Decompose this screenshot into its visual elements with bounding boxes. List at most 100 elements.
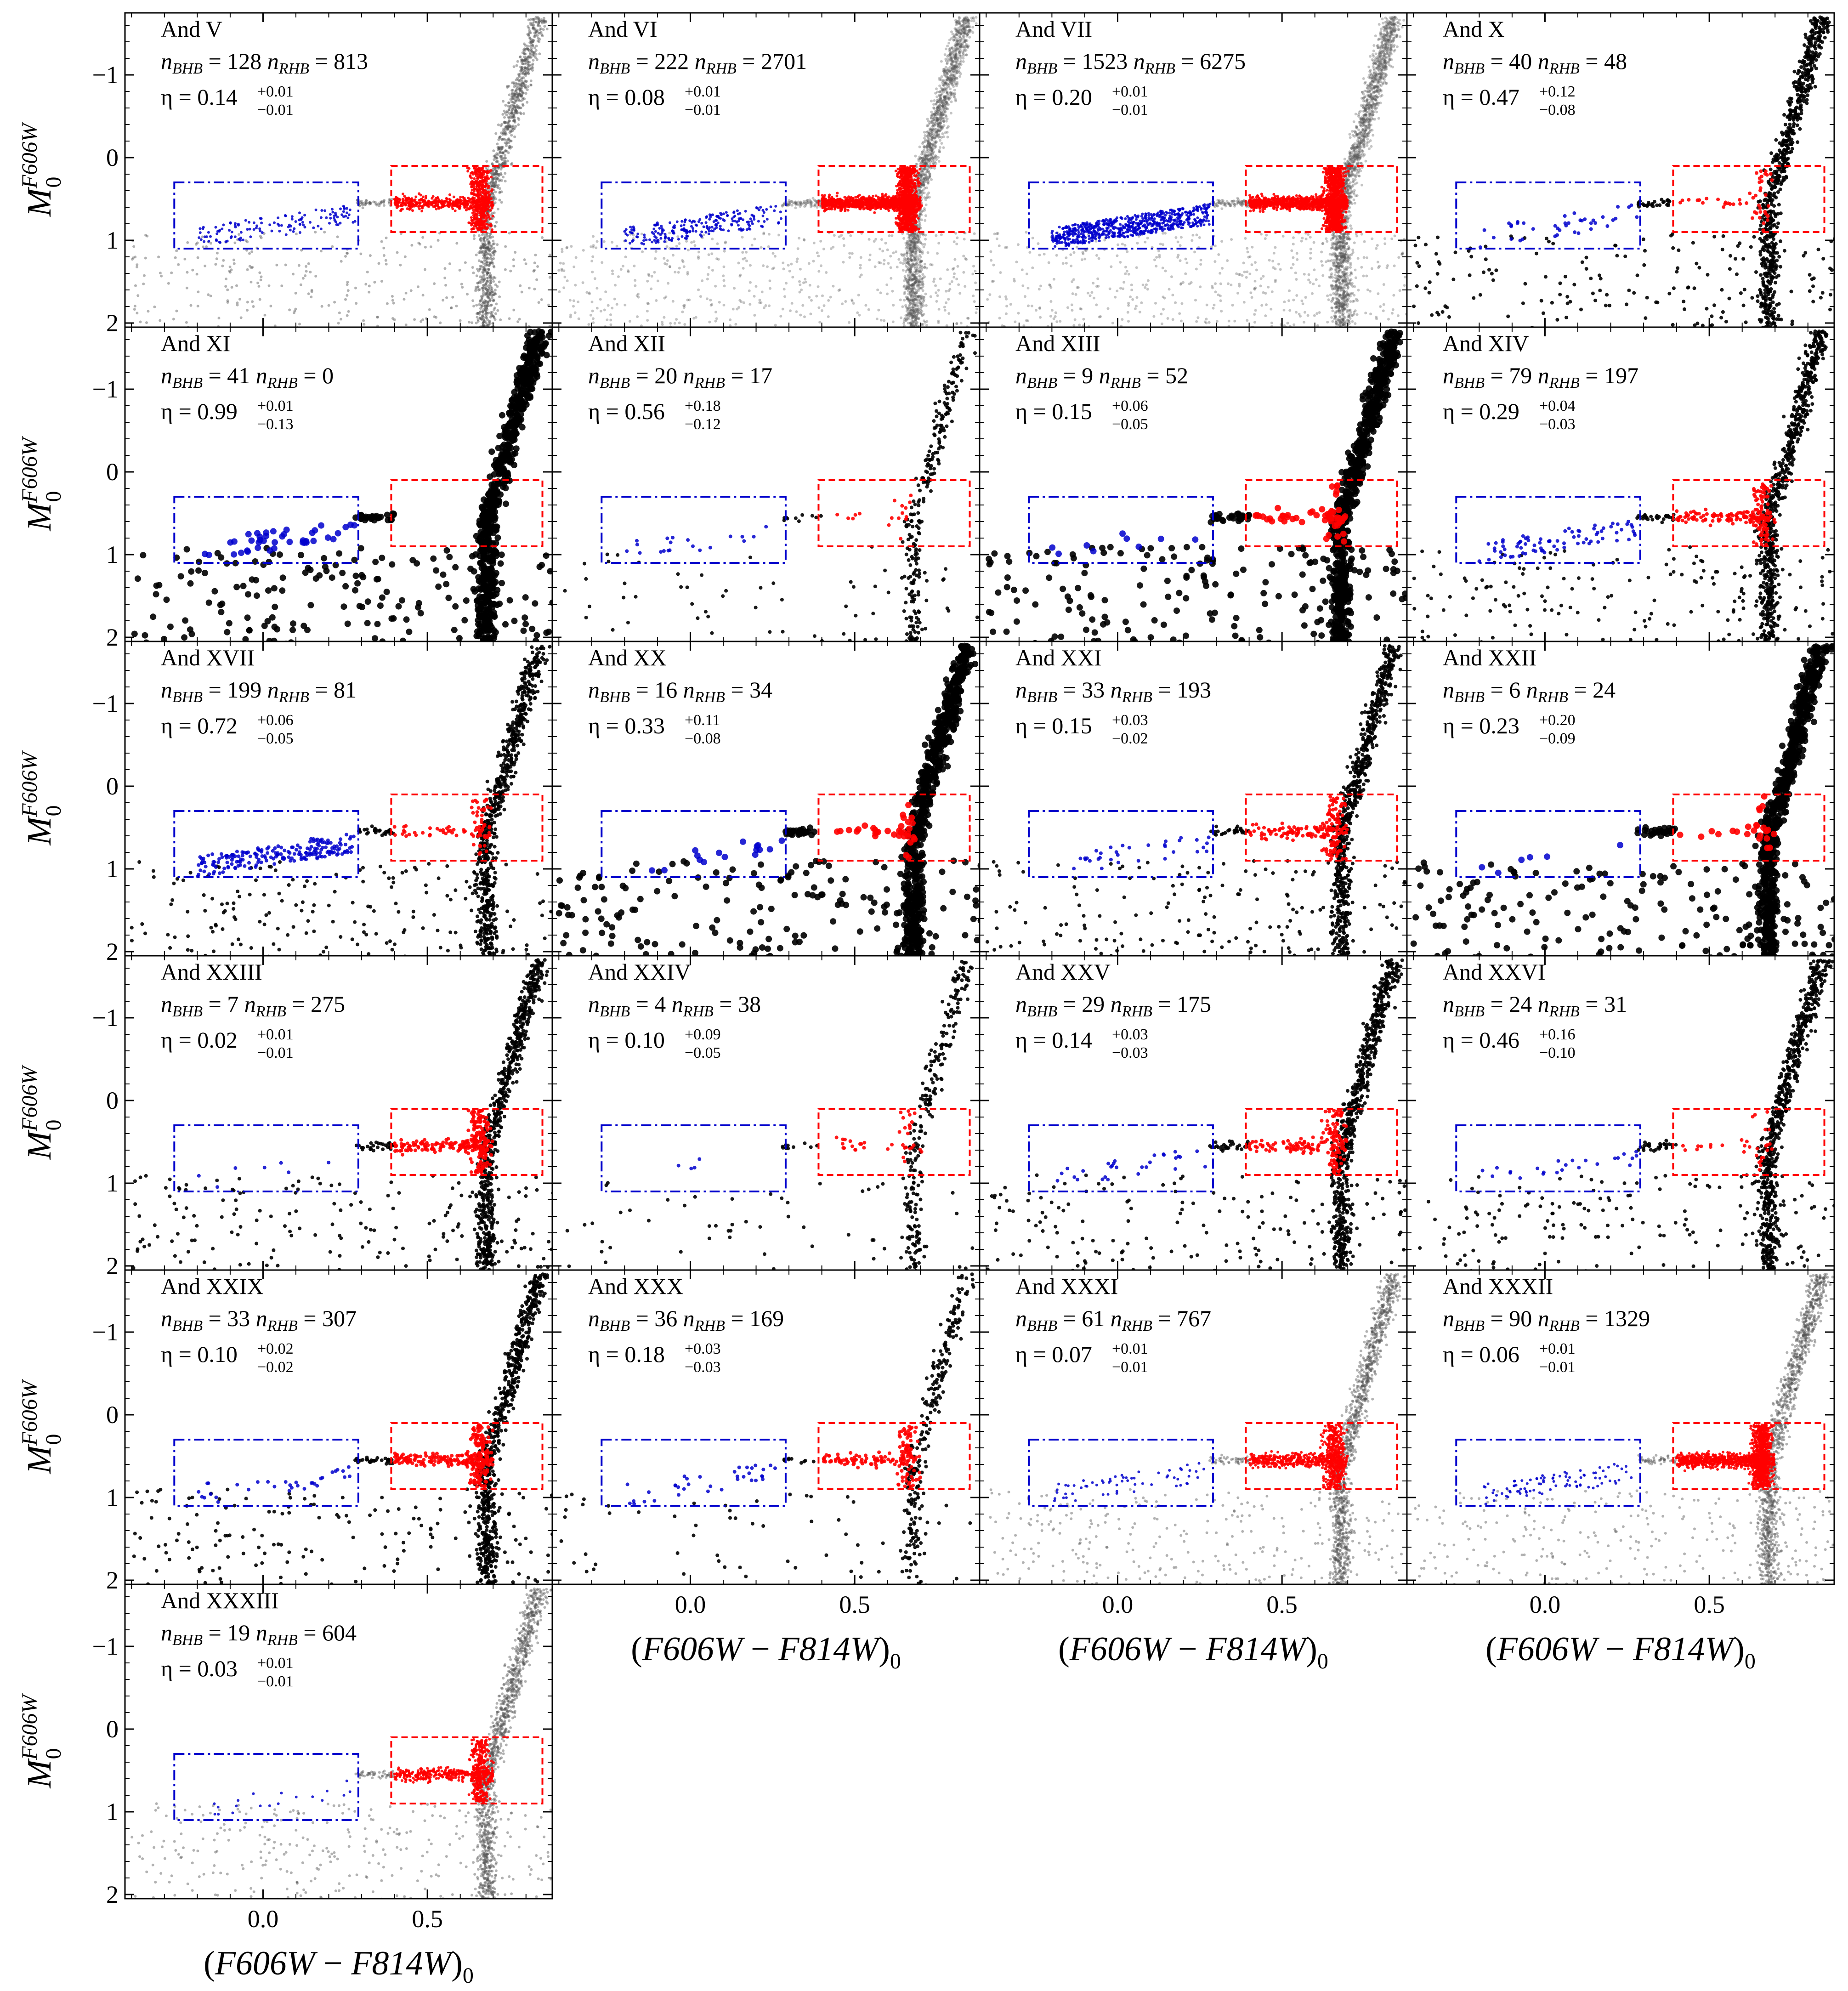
star-point — [382, 204, 385, 207]
star-point — [495, 170, 498, 173]
bhb-star — [328, 221, 331, 225]
star-point — [910, 323, 913, 327]
star-point — [918, 212, 922, 216]
star-point — [723, 284, 726, 288]
star-point — [504, 149, 507, 152]
star-point — [368, 201, 371, 204]
star-point — [953, 89, 956, 92]
star-point — [521, 58, 524, 62]
star-point — [533, 261, 536, 265]
star-point — [522, 91, 525, 95]
star-point — [464, 261, 467, 264]
star-point — [524, 72, 527, 75]
star-point — [949, 79, 952, 83]
star-point — [481, 305, 484, 308]
star-point — [913, 329, 916, 332]
star-point — [519, 106, 522, 109]
star-point — [535, 45, 538, 48]
star-point — [488, 242, 491, 245]
star-point — [521, 91, 524, 94]
star-point — [491, 217, 494, 221]
star-point — [482, 237, 486, 240]
rhb-star — [477, 170, 481, 174]
star-point — [777, 233, 781, 237]
star-point — [478, 251, 482, 255]
star-point — [481, 315, 484, 318]
star-point — [939, 95, 942, 98]
star-point — [511, 89, 515, 92]
star-point — [518, 79, 522, 82]
star-point — [459, 319, 462, 322]
star-point — [170, 271, 173, 274]
star-point — [513, 93, 516, 96]
star-point — [553, 287, 556, 289]
star-point — [629, 320, 631, 323]
star-point — [487, 324, 490, 327]
star-point — [374, 201, 377, 204]
bhb-star — [293, 227, 296, 230]
star-point — [534, 254, 537, 256]
star-point — [636, 315, 639, 318]
star-point — [950, 78, 953, 81]
star-point — [476, 316, 479, 319]
star-point — [483, 303, 487, 306]
star-point — [981, 281, 984, 284]
star-point — [505, 142, 508, 145]
rhb-star — [448, 205, 451, 209]
star-point — [519, 112, 522, 115]
rhb-star — [455, 202, 458, 205]
star-point — [524, 48, 527, 51]
star-point — [486, 272, 489, 275]
bhb-star — [252, 221, 255, 224]
star-point — [191, 268, 194, 272]
star-point — [483, 305, 486, 308]
star-point — [909, 248, 912, 251]
bhb-star — [289, 228, 292, 232]
rhb-star — [461, 196, 465, 199]
star-point — [931, 136, 934, 139]
star-point — [159, 319, 162, 322]
star-point — [930, 99, 933, 102]
star-point — [403, 255, 407, 258]
star-point — [953, 82, 957, 85]
star-point — [481, 278, 484, 281]
star-point — [913, 315, 916, 318]
star-point — [493, 289, 497, 292]
rhb-star — [452, 195, 455, 199]
star-point — [513, 119, 516, 123]
star-point — [491, 277, 494, 280]
star-point — [506, 128, 509, 131]
star-point — [952, 74, 956, 77]
star-point — [485, 288, 488, 291]
star-point — [297, 264, 300, 267]
star-point — [493, 185, 496, 188]
star-point — [488, 241, 491, 244]
star-point — [972, 17, 975, 20]
star-point — [493, 252, 496, 255]
star-point — [493, 154, 496, 158]
star-point — [521, 76, 524, 79]
star-point — [520, 77, 523, 80]
star-point — [913, 310, 916, 313]
star-point — [964, 285, 967, 288]
star-point — [520, 67, 523, 70]
star-point — [526, 57, 528, 60]
star-point — [484, 305, 487, 308]
star-point — [940, 86, 943, 90]
star-point — [533, 27, 537, 30]
star-point — [604, 290, 607, 294]
star-point — [509, 116, 512, 119]
star-point — [910, 279, 913, 282]
star-point — [514, 110, 517, 113]
star-point — [478, 311, 482, 314]
star-point — [489, 311, 492, 314]
star-point — [486, 272, 489, 275]
star-point — [145, 321, 148, 324]
star-point — [537, 31, 540, 34]
star-point — [496, 160, 499, 163]
star-point — [510, 100, 513, 103]
star-point — [504, 104, 507, 107]
star-point — [609, 313, 612, 316]
star-point — [489, 316, 492, 319]
star-point — [488, 262, 491, 266]
